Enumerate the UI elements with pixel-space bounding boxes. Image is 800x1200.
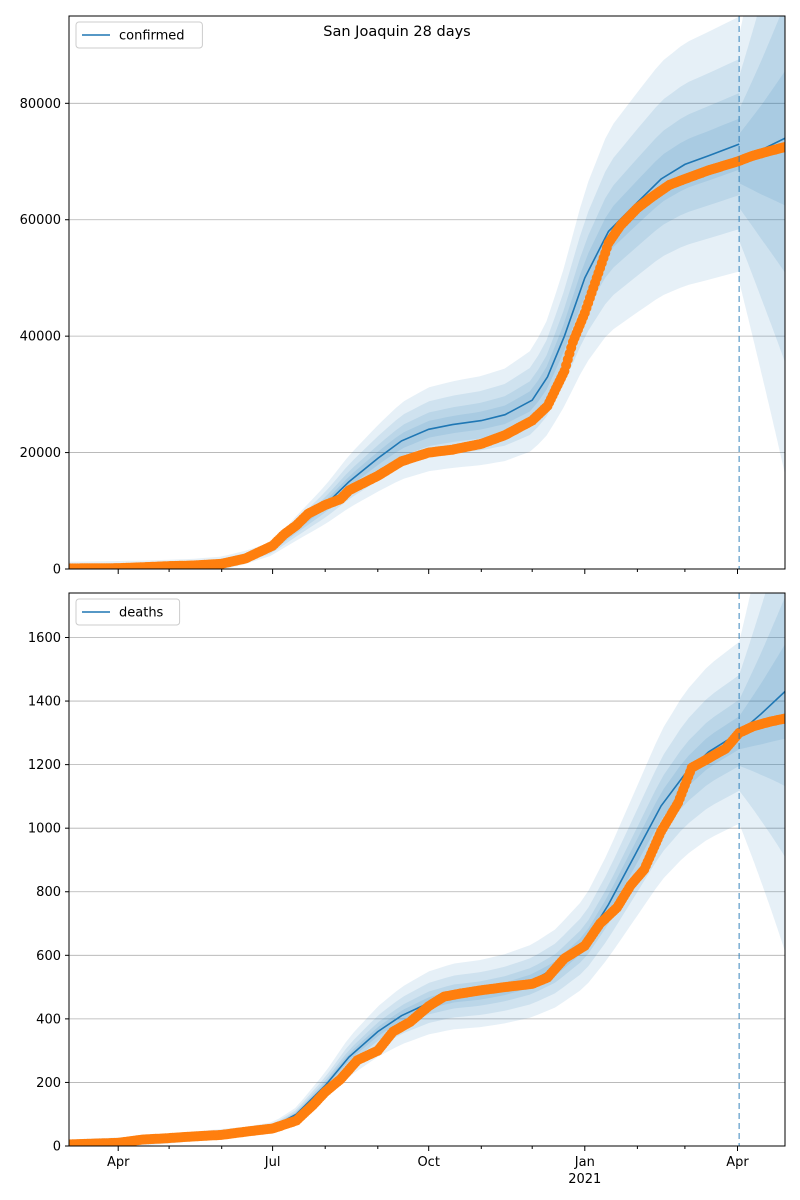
credible-band — [69, 716, 740, 1146]
plot-area — [69, 16, 785, 569]
figure-title: San Joaquin 28 days — [323, 24, 470, 40]
x-tick-label: Apr — [107, 1155, 130, 1170]
credible-band — [739, 597, 785, 787]
plot-frame — [68, 15, 786, 570]
y-tick-label: 600 — [36, 949, 61, 964]
y-tick-label: 80000 — [20, 97, 61, 112]
legend-box — [75, 598, 181, 626]
credible-band — [739, 16, 785, 363]
y-tick-label: 60000 — [20, 213, 61, 228]
plot-area — [69, 593, 785, 1146]
observed-point — [780, 713, 785, 724]
y-tick-label: 1600 — [28, 631, 61, 646]
y-tick-label: 1400 — [28, 695, 61, 710]
deaths-panel: 0 200 400 600 800 1000 1200 1400 1600 Apr Jul Oct Ja… — [28, 592, 786, 1187]
credible-band — [69, 699, 740, 1146]
credible-band — [739, 16, 785, 475]
y-tick-label: 1200 — [28, 758, 61, 773]
credible-band — [69, 641, 740, 1146]
legend-box — [75, 21, 203, 49]
y-tick-label: 0 — [53, 1140, 61, 1155]
x-tick-label: Apr — [726, 1155, 749, 1170]
y-tick-label: 400 — [36, 1012, 61, 1027]
credible-band — [739, 71, 785, 206]
x-tick-label: Oct — [417, 1155, 439, 1170]
y-tick-label: 20000 — [20, 446, 61, 461]
y-tick-label: 1000 — [28, 822, 61, 837]
credible-band — [69, 118, 740, 569]
x-tick-sublabel: 2021 — [568, 1172, 601, 1187]
legend: deaths — [75, 598, 181, 626]
y-tick-label: 0 — [53, 563, 61, 578]
credible-band — [69, 16, 740, 569]
legend: confirmed — [75, 21, 203, 49]
credible-band — [739, 593, 785, 952]
credible-band — [69, 59, 740, 569]
legend-label: confirmed — [119, 29, 185, 44]
legend-label: deaths — [119, 606, 164, 621]
x-tick-label: Jan — [574, 1155, 595, 1170]
observed-point — [780, 142, 785, 152]
confirmed-panel: 0 20000 40000 60000 80000 confirmed — [20, 15, 786, 578]
y-tick-label: 800 — [36, 885, 61, 900]
x-tick-label: Jul — [264, 1155, 281, 1170]
credible-band — [69, 93, 740, 569]
y-tick-label: 200 — [36, 1076, 61, 1091]
credible-band — [739, 16, 785, 273]
plot-frame — [68, 592, 786, 1147]
y-tick-label: 40000 — [20, 330, 61, 345]
